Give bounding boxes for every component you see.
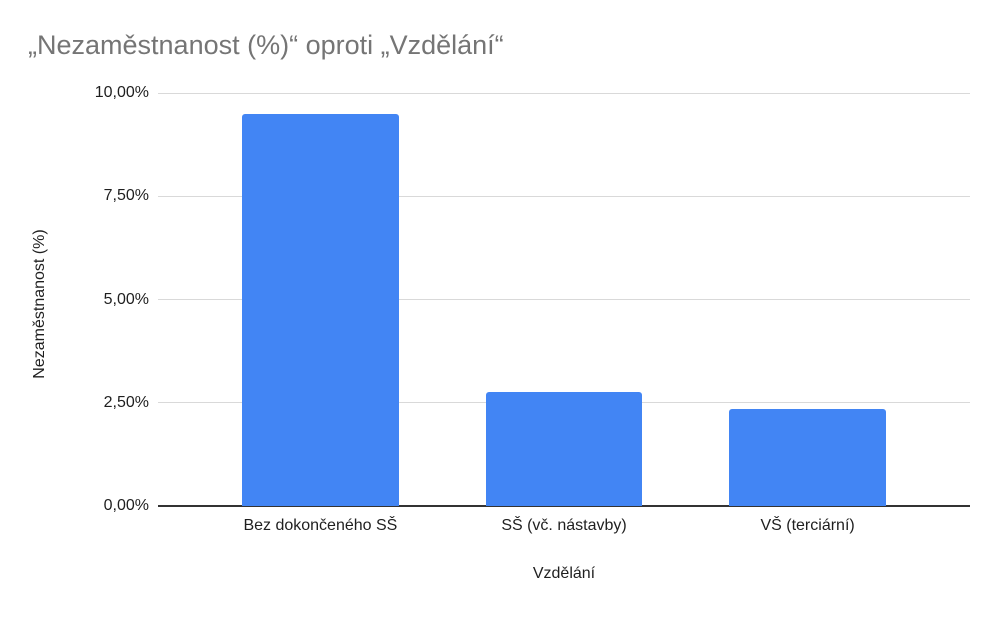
y-tick-label: 10,00% <box>94 84 149 101</box>
x-axis-baseline <box>158 505 970 507</box>
bar-3[interactable] <box>729 408 886 506</box>
y-tick-label: 0,00% <box>103 497 149 514</box>
y-tick-label: 5,00% <box>103 290 149 308</box>
bar-1[interactable] <box>242 113 399 506</box>
y-axis-title: Nezaměstnanost (%) <box>31 229 48 379</box>
plot-area: 0,00% 2,50% 5,00% 7,50% 10,00% Bez dokončenéh… <box>95 84 970 534</box>
x-category-label: VŠ (terciární) <box>760 517 855 534</box>
gridline <box>158 299 970 300</box>
chart-title: „Nezaměstnanost (%)“ oproti „Vzdělání“ <box>28 30 504 60</box>
gridline <box>158 195 970 197</box>
x-axis-title: Vzdělání <box>532 565 596 582</box>
y-tick-label: 7,50% <box>103 187 149 205</box>
bar-2[interactable] <box>485 392 643 506</box>
x-category-label: SŠ (vč. nástavby) <box>501 517 627 534</box>
x-category-label: Bez dokončeného SŠ <box>243 517 398 534</box>
y-tick-label: 2,50% <box>103 393 149 411</box>
gridline <box>158 92 970 94</box>
